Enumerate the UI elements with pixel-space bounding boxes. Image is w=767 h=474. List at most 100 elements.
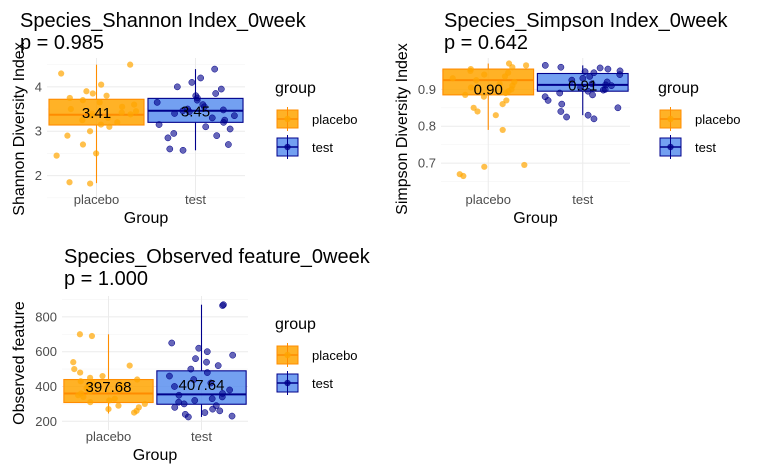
y-axis-title: Shannon Diversity Index (11, 42, 28, 215)
data-point-placebo (492, 112, 499, 119)
data-point-test (556, 89, 564, 97)
data-point-placebo (105, 406, 112, 413)
data-point-test (192, 355, 199, 362)
y-tick-label: 400 (35, 379, 57, 394)
data-point-test (558, 100, 566, 108)
data-point-test (166, 145, 174, 153)
data-point-test (168, 339, 176, 347)
mean-label-test: 0.91 (568, 78, 597, 95)
data-point-placebo (79, 97, 86, 104)
data-point-test (185, 108, 193, 116)
data-point-test (581, 68, 589, 75)
data-point-placebo (499, 101, 506, 108)
data-point-placebo (467, 84, 475, 91)
legend-key-point (667, 115, 674, 123)
data-point-test (201, 409, 209, 416)
data-point-test (220, 106, 227, 114)
data-point-placebo (522, 62, 530, 69)
data-point-test (207, 379, 215, 387)
data-point-placebo (132, 108, 140, 115)
data-point-placebo (480, 93, 488, 100)
legend-label-test: test (312, 140, 333, 155)
data-point-placebo (53, 152, 60, 159)
data-point-test (589, 91, 596, 99)
data-point-placebo (118, 109, 125, 116)
data-point-test (584, 87, 592, 95)
data-point-placebo (88, 112, 95, 119)
data-point-placebo (86, 388, 93, 395)
data-point-test (588, 80, 596, 88)
data-point-placebo (521, 161, 528, 169)
data-point-placebo (66, 94, 73, 102)
legend-title: group (275, 80, 316, 97)
data-point-placebo (509, 64, 516, 71)
data-point-placebo (462, 91, 469, 98)
data-point-placebo (127, 111, 134, 118)
data-point-placebo (131, 101, 138, 108)
data-point-test (217, 85, 225, 93)
data-point-test (171, 383, 178, 390)
mean-label-placebo: 397.68 (86, 379, 132, 396)
x-tick-label-placebo: placebo (74, 192, 120, 207)
legend-label-placebo: placebo (312, 348, 358, 363)
data-point-test (166, 372, 173, 380)
data-point-placebo (103, 92, 110, 99)
data-point-placebo (64, 132, 71, 139)
x-axis-title: Group (124, 210, 169, 227)
data-point-placebo (87, 399, 94, 406)
data-point-placebo (58, 70, 65, 77)
data-point-placebo (89, 379, 96, 387)
data-point-test (604, 65, 612, 73)
chart-subtitle-pvalue: p = 0.985 (20, 32, 104, 54)
data-point-test (208, 114, 216, 122)
data-point-placebo (473, 77, 480, 84)
data-point-placebo (106, 123, 113, 130)
x-axis-title: Group (513, 210, 558, 227)
data-point-placebo (97, 121, 105, 128)
data-point-test (577, 84, 584, 91)
data-point-test (155, 121, 163, 128)
data-point-placebo (127, 61, 134, 68)
y-tick-label: 800 (35, 309, 57, 324)
data-point-test (191, 397, 199, 404)
data-point-test (214, 362, 222, 369)
data-point-test (170, 130, 178, 137)
data-point-test (209, 405, 216, 413)
data-point-placebo (126, 362, 133, 369)
data-point-placebo (66, 179, 73, 186)
data-point-placebo (449, 75, 456, 82)
x-tick-label-placebo: placebo (465, 192, 511, 207)
data-point-test (544, 97, 552, 104)
legend: group placebo test (275, 80, 358, 159)
data-point-placebo (131, 409, 138, 416)
legend-key-point (284, 143, 291, 151)
data-point-placebo (77, 378, 84, 385)
data-point-placebo (99, 372, 106, 380)
data-point-test (225, 141, 232, 148)
data-point-test (557, 108, 565, 115)
data-point-placebo (134, 376, 141, 383)
data-point-placebo (104, 114, 112, 122)
data-point-test (218, 393, 226, 401)
y-axis-title: Observed feature (11, 301, 28, 425)
data-point-test (187, 365, 195, 373)
data-point-test (228, 412, 236, 420)
y-axis-title: Simpson Diversity Index (394, 43, 411, 215)
data-point-test (596, 64, 604, 72)
data-point-placebo (93, 150, 100, 157)
data-point-placebo (481, 71, 488, 78)
data-point-test (212, 90, 220, 97)
y-tick-label: 0.8 (418, 119, 436, 134)
data-point-test (614, 104, 622, 112)
y-tick-label: 3 (35, 124, 42, 139)
data-point-test (568, 76, 576, 84)
data-point-test (171, 404, 179, 411)
data-point-test (584, 111, 592, 119)
y-tick-label: 200 (35, 414, 57, 429)
data-point-placebo (467, 67, 474, 75)
data-point-placebo (75, 392, 82, 399)
data-point-placebo (499, 126, 506, 134)
data-point-test (180, 400, 188, 408)
data-point-placebo (87, 180, 94, 187)
data-point-placebo (501, 73, 509, 80)
